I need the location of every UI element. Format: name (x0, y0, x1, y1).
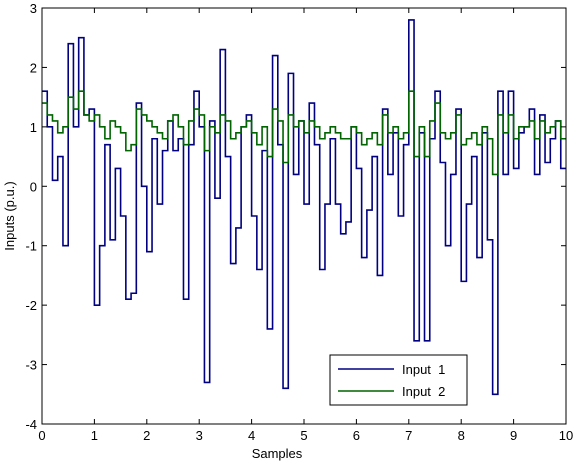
x-tick-label-8: 8 (458, 428, 465, 443)
y-tick-label-0: 0 (30, 179, 37, 194)
y-tick-label--3: -3 (25, 358, 37, 373)
series-layer (42, 19, 566, 396)
y-tick-label-3: 3 (30, 1, 37, 16)
x-tick-label-5: 5 (300, 428, 307, 443)
legend-label-input-1: Input 1 (402, 362, 445, 377)
x-tick-label-2: 2 (143, 428, 150, 443)
x-tick-label-0: 0 (38, 428, 45, 443)
legend: Input 1 Input 2 (329, 354, 468, 406)
y-tick-label-2: 2 (30, 60, 37, 75)
series-line-input-2 (42, 90, 566, 176)
x-tick-label-7: 7 (405, 428, 412, 443)
x-tick-label-1: 1 (91, 428, 98, 443)
y-tick-label-1: 1 (30, 120, 37, 135)
x-axis-label: Samples (252, 446, 303, 461)
y-tick-label--4: -4 (25, 417, 37, 432)
x-tick-label-10: 10 (559, 428, 573, 443)
y-tick-label--2: -2 (25, 298, 37, 313)
y-tick-label--1: -1 (25, 239, 37, 254)
plot-area (42, 8, 566, 424)
x-tick-label-3: 3 (196, 428, 203, 443)
x-tick-label-6: 6 (353, 428, 360, 443)
legend-box (329, 354, 468, 406)
x-tick-label-9: 9 (510, 428, 517, 443)
legend-label-input-2: Input 2 (402, 384, 445, 399)
x-tick-label-4: 4 (248, 428, 255, 443)
y-axis-label: Inputs (p.u.) (2, 181, 17, 250)
series-line-input-1 (42, 19, 566, 396)
